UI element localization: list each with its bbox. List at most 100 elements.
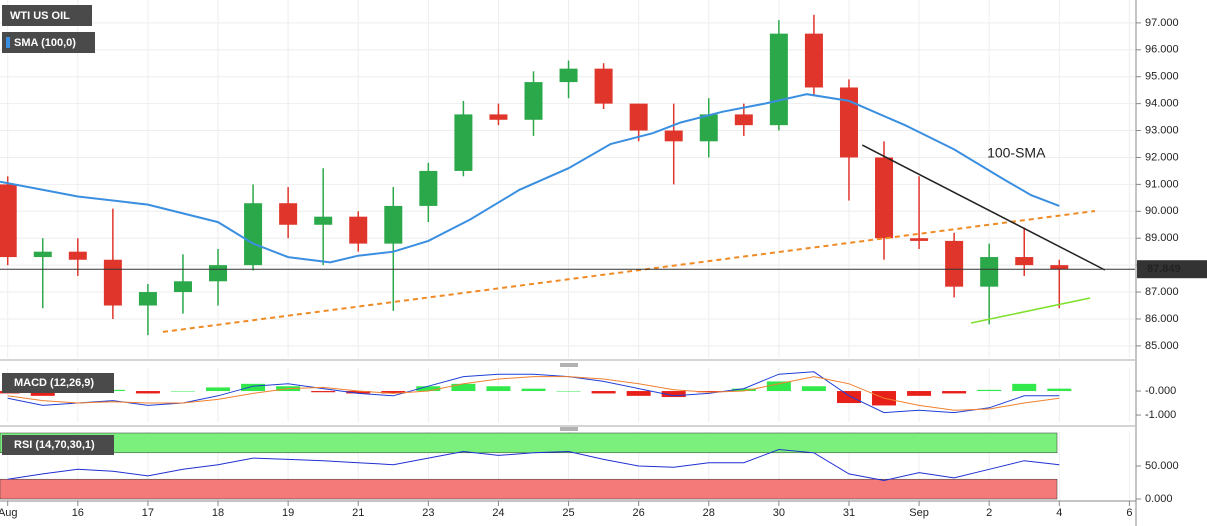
x-tick-label: 23 [422,507,434,519]
candle-body [839,87,858,158]
y-tick-label: -0.000 [1145,385,1176,397]
macd-histogram-bar [135,391,160,394]
candle-body [734,114,753,126]
macd-histogram-bar [1012,383,1037,392]
y-tick-label: 93.000 [1145,124,1179,136]
candle-body [314,216,333,225]
macd-histogram-bar [591,391,616,394]
y-tick-label: 95.000 [1145,71,1179,83]
candle-body [489,114,508,120]
x-tick-label: 6 [1126,507,1132,519]
macd-histogram-bar [731,388,756,392]
last-price-label: 87.849 [1147,263,1181,275]
candle-body [945,240,964,287]
x-tick-label: 25 [562,507,574,519]
macd-histogram-bar [206,387,231,392]
macd-histogram-bar [241,383,266,392]
x-tick-label: 26 [633,507,645,519]
candle-body [594,68,613,104]
candle-body [244,203,263,266]
candle-body [910,238,929,241]
x-tick-label: 21 [352,507,364,519]
candle-body [524,82,543,120]
candle-body [980,257,999,287]
candle-body [384,205,403,244]
candle-body [804,33,823,88]
y-tick-label: 92.000 [1145,151,1179,163]
macd-histogram-bar [661,391,686,398]
rsi-line [7,448,1060,482]
y-tick-label: 86.000 [1145,313,1179,325]
y-tick-label: 91.000 [1145,178,1179,190]
x-tick-label: 19 [282,507,294,519]
macd-title: MACD (12,26,9) [14,377,94,389]
macd-title-box [2,373,114,393]
x-tick-label: 30 [773,507,785,519]
chart-title: WTI US OIL [10,10,70,22]
macd-histogram-bar [30,391,55,396]
macd-histogram-bar [977,389,1002,392]
annotation: 100-SMA [987,145,1046,161]
candle-body [454,114,473,171]
macd-histogram-bar [556,391,581,392]
rsi-title-box [2,435,114,455]
macd-line [7,376,1060,411]
rsi-title: RSI (14,70,30,1) [14,439,95,451]
candle-body [875,157,894,239]
candle-body [349,216,368,244]
sma-line [0,93,1060,264]
y-tick-label: 0.000 [1145,493,1173,505]
y-tick-label: 85.000 [1145,340,1179,352]
macd-histogram-bar [696,391,721,393]
candle-body [0,184,17,258]
y-tick-label: 50.000 [1145,460,1179,472]
x-tick-label: 2 [986,507,992,519]
macd-histogram-bar [907,391,932,396]
candle-body [1015,257,1034,266]
rsi-band [0,432,1058,454]
y-tick-label: -1.000 [1145,409,1176,421]
x-tick-label: 4 [1056,507,1062,519]
candle-body [664,130,683,142]
macd-histogram-bar [521,388,546,392]
macd-histogram-bar [836,391,861,404]
x-tick-label: 28 [703,507,715,519]
x-tick-label: 17 [142,507,154,519]
legend-swatch [6,37,10,48]
candle-body [103,259,122,306]
macd-histogram-bar [942,391,967,394]
legend-entry: SMA (100,0) [14,37,76,49]
candle-body [33,251,52,258]
candle-body [279,203,298,225]
x-tick-label: 24 [492,507,504,519]
macd-histogram-bar [311,391,336,393]
y-tick-label: 94.000 [1145,98,1179,110]
candle-body [629,103,648,131]
title-box [2,5,92,26]
y-tick-label: 96.000 [1145,44,1179,56]
macd-histogram-bar [346,391,371,394]
x-tick-label: Aug [0,507,18,519]
macd-histogram-bar [170,391,195,392]
candle-body [769,33,788,126]
candle-body [559,68,578,83]
macd-histogram-bar [451,383,476,392]
macd-histogram-bar [486,386,511,392]
candle-body [419,170,438,206]
y-tick-label: 97.000 [1145,17,1179,29]
pane-handle[interactable] [560,363,578,431]
x-tick-label: 16 [72,507,84,519]
x-tick-label: 31 [843,507,855,519]
candle-body [173,281,192,293]
macd-histogram-bar [626,391,651,396]
trendline [970,297,1091,324]
candle-body [699,114,718,142]
candle-body [1050,265,1069,270]
macd-histogram-bar [766,381,791,392]
macd-histogram-bar [1047,388,1072,392]
macd-histogram-bar [416,386,441,392]
y-tick-label: 89.000 [1145,232,1179,244]
legend-box [2,32,95,53]
